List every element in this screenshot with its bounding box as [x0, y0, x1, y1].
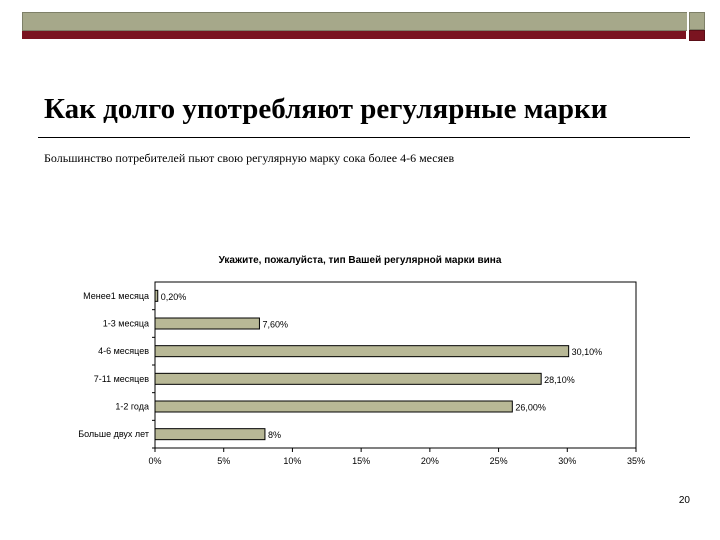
x-tick-label: 10% — [283, 456, 301, 466]
slide-title: Как долго употребляют регулярные марки — [44, 93, 608, 125]
x-tick-label: 20% — [421, 456, 439, 466]
data-label: 28,10% — [544, 375, 575, 385]
x-tick-label: 25% — [490, 456, 508, 466]
corner-square-top — [689, 12, 705, 30]
bar — [154, 289, 159, 302]
x-tick-label: 35% — [627, 456, 645, 466]
x-tick-label: 5% — [217, 456, 230, 466]
category-label: 7-11 месяцев — [94, 374, 149, 384]
data-label: 0,20% — [161, 292, 187, 302]
category-label: Менее1 месяца — [83, 291, 149, 301]
bar — [154, 345, 570, 358]
x-tick-label: 0% — [148, 456, 161, 466]
data-label: 8% — [268, 430, 281, 440]
header-accent-line — [22, 31, 686, 39]
plot-area-frame — [154, 281, 637, 449]
bar — [154, 317, 260, 330]
category-label: 1-2 года — [115, 402, 149, 412]
category-label: 4-6 месяцев — [98, 346, 149, 356]
category-label: 1-3 месяца — [103, 319, 149, 329]
data-label: 26,00% — [515, 403, 546, 413]
bar — [154, 400, 513, 413]
x-tick-label: 30% — [558, 456, 576, 466]
x-tick-label: 15% — [352, 456, 370, 466]
bar — [154, 372, 542, 385]
slide-subtitle: Большинство потребителей пьют свою регул… — [44, 151, 455, 165]
title-divider — [38, 137, 690, 138]
bar — [154, 428, 266, 441]
page-number: 20 — [678, 495, 690, 506]
chart-title: Укажите, пожалуйста, тип Вашей регулярно… — [219, 255, 502, 266]
category-label: Больше двух лет — [78, 429, 149, 439]
corner-square-bottom — [689, 30, 705, 41]
data-label: 30,10% — [572, 347, 603, 357]
data-label: 7,60% — [262, 320, 288, 330]
